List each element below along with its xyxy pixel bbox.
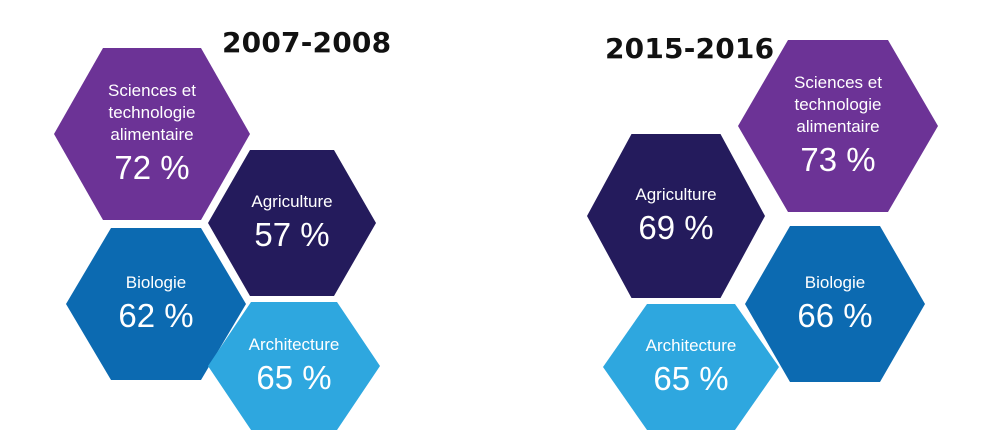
hex-label: Architecture [248, 335, 340, 354]
hex-value: 65 % [653, 360, 729, 397]
panel-2007-2008: 2007-2008 Sciences et technologie alimen… [54, 26, 392, 430]
hex-label: Sciences et technologie alimentaire [794, 73, 882, 136]
hex-biology: Biologie 66 % [745, 226, 925, 382]
hex-label: Architecture [645, 336, 737, 355]
hex-agriculture: Agriculture 69 % [587, 134, 765, 298]
period-title: 2007-2008 [222, 26, 392, 59]
hex-food-science: Sciences et technologie alimentaire 73 % [738, 40, 938, 212]
hex-value: 62 % [118, 297, 194, 334]
hex-value: 73 % [800, 141, 876, 178]
panel-2015-2016: 2015-2016 Sciences et technologie alimen… [495, 0, 990, 430]
hex-value: 57 % [254, 216, 330, 253]
hex-value: 72 % [114, 149, 190, 186]
hex-architecture: Architecture 65 % [603, 304, 779, 430]
hex-value: 66 % [797, 297, 873, 334]
hex-value: 65 % [256, 359, 332, 396]
hex-agriculture: Agriculture 57 % [208, 150, 376, 296]
hex-label: Biologie [804, 273, 866, 292]
hex-value: 69 % [638, 209, 714, 246]
period-title: 2015-2016 [605, 32, 775, 65]
hex-label: Sciences et technologie alimentaire [108, 81, 196, 144]
hex-label: Biologie [125, 273, 187, 292]
hex-food-science: Sciences et technologie alimentaire 72 % [54, 48, 250, 220]
hex-label: Agriculture [251, 192, 333, 211]
hex-label: Agriculture [635, 185, 717, 204]
